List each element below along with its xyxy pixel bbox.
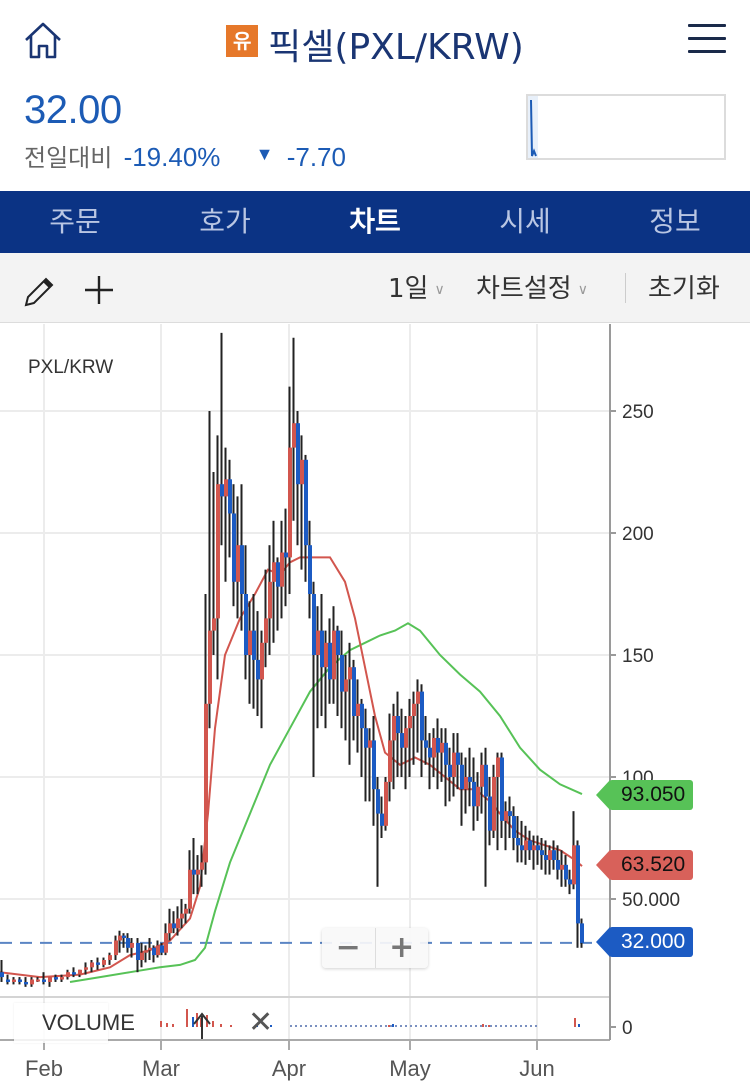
down-triangle-icon: ▼ — [255, 144, 274, 164]
change-percent: -19.40% — [123, 142, 221, 172]
svg-text:Mar: Mar — [142, 1056, 180, 1081]
zoom-in-button[interactable]: + — [389, 930, 415, 965]
plus-icon[interactable] — [82, 273, 116, 307]
svg-text:0: 0 — [622, 1018, 633, 1039]
toolbar-divider — [625, 273, 626, 303]
last-price-marker: 32.000 — [595, 927, 694, 957]
reset-button[interactable]: 초기화 — [648, 274, 720, 304]
svg-text:Jun: Jun — [519, 1056, 554, 1081]
hamburger-menu-icon[interactable] — [688, 24, 726, 54]
tab-orderbook[interactable]: 호가 — [199, 205, 251, 238]
svg-text:Feb: Feb — [25, 1056, 63, 1081]
interval-label: 1일 — [388, 274, 429, 304]
svg-text:50.000: 50.000 — [622, 890, 680, 911]
tab-chart[interactable]: 차트 — [349, 205, 401, 238]
tab-bar: 주문 호가 차트 시세 정보 — [0, 191, 750, 253]
mini-chart[interactable] — [526, 94, 726, 160]
svg-text:Apr: Apr — [272, 1056, 306, 1081]
tab-order[interactable]: 주문 — [49, 205, 101, 238]
candlesticks — [0, 332, 584, 987]
chart-toolbar: 1일 ∨ 차트설정 ∨ 초기화 — [0, 253, 750, 323]
current-price: 32.00 — [24, 88, 122, 132]
chevron-down-icon: ∨ — [577, 282, 588, 298]
volume-bars — [160, 1009, 580, 1040]
change-label: 전일대비 — [24, 145, 113, 172]
chart-grid — [0, 324, 610, 1040]
price-change: 전일대비 -19.40% ▼ -7.70 — [24, 138, 346, 173]
chart-settings-label: 차트설정 — [476, 274, 572, 304]
chevron-down-icon: ∨ — [434, 282, 445, 298]
svg-text:150: 150 — [622, 646, 654, 667]
close-icon[interactable]: ✕ — [248, 1005, 274, 1040]
warning-badge: 유 — [226, 25, 259, 57]
volume-study-label[interactable]: VOLUME — [14, 1003, 135, 1043]
zoom-out-button[interactable]: − — [322, 928, 376, 968]
svg-text:May: May — [389, 1056, 431, 1081]
pencil-icon[interactable] — [22, 273, 58, 309]
interval-dropdown[interactable]: 1일 ∨ — [388, 253, 445, 329]
svg-text:200: 200 — [622, 524, 654, 545]
home-icon[interactable] — [22, 20, 64, 62]
tab-quotes[interactable]: 시세 — [499, 205, 551, 238]
tab-info[interactable]: 정보 — [649, 205, 701, 238]
change-amount: -7.70 — [286, 142, 346, 172]
title-text: 픽셀(PXL/KRW) — [268, 27, 524, 68]
ma-long-price-marker: 93.050 — [595, 780, 694, 810]
app-header: 유 픽셀(PXL/KRW) 32.00 전일대비 -19.40% ▼ -7.70 — [0, 0, 750, 190]
page-title: 유 픽셀(PXL/KRW) — [0, 18, 750, 68]
chart-settings-dropdown[interactable]: 차트설정 ∨ — [476, 253, 588, 329]
svg-text:250: 250 — [622, 402, 654, 423]
svg-text:PXL/KRW: PXL/KRW — [28, 357, 113, 378]
zoom-controls: − + — [322, 928, 428, 968]
ma-short-price-marker: 63.520 — [595, 850, 694, 880]
